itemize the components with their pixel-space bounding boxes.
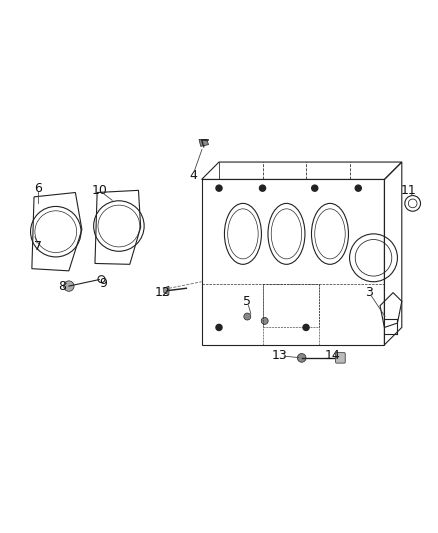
Text: 8: 8 [58,280,66,293]
Text: 10: 10 [92,184,107,197]
Circle shape [312,185,318,191]
Text: 3: 3 [365,286,373,299]
Text: 12: 12 [155,286,170,299]
Circle shape [297,353,306,362]
Text: 6: 6 [35,182,42,195]
Circle shape [244,313,251,320]
Text: 4: 4 [189,168,197,182]
Circle shape [261,318,268,325]
Text: 5: 5 [243,295,251,308]
Circle shape [64,281,74,292]
Text: 7: 7 [34,240,42,253]
Text: 13: 13 [272,349,288,362]
Circle shape [216,325,222,330]
FancyBboxPatch shape [336,353,345,363]
Circle shape [216,185,222,191]
Circle shape [303,325,309,330]
Text: 14: 14 [324,349,340,362]
Text: 11: 11 [400,184,416,197]
Circle shape [259,185,265,191]
Polygon shape [164,286,169,295]
Circle shape [355,185,361,191]
Text: 9: 9 [100,277,108,290]
Polygon shape [199,140,208,147]
